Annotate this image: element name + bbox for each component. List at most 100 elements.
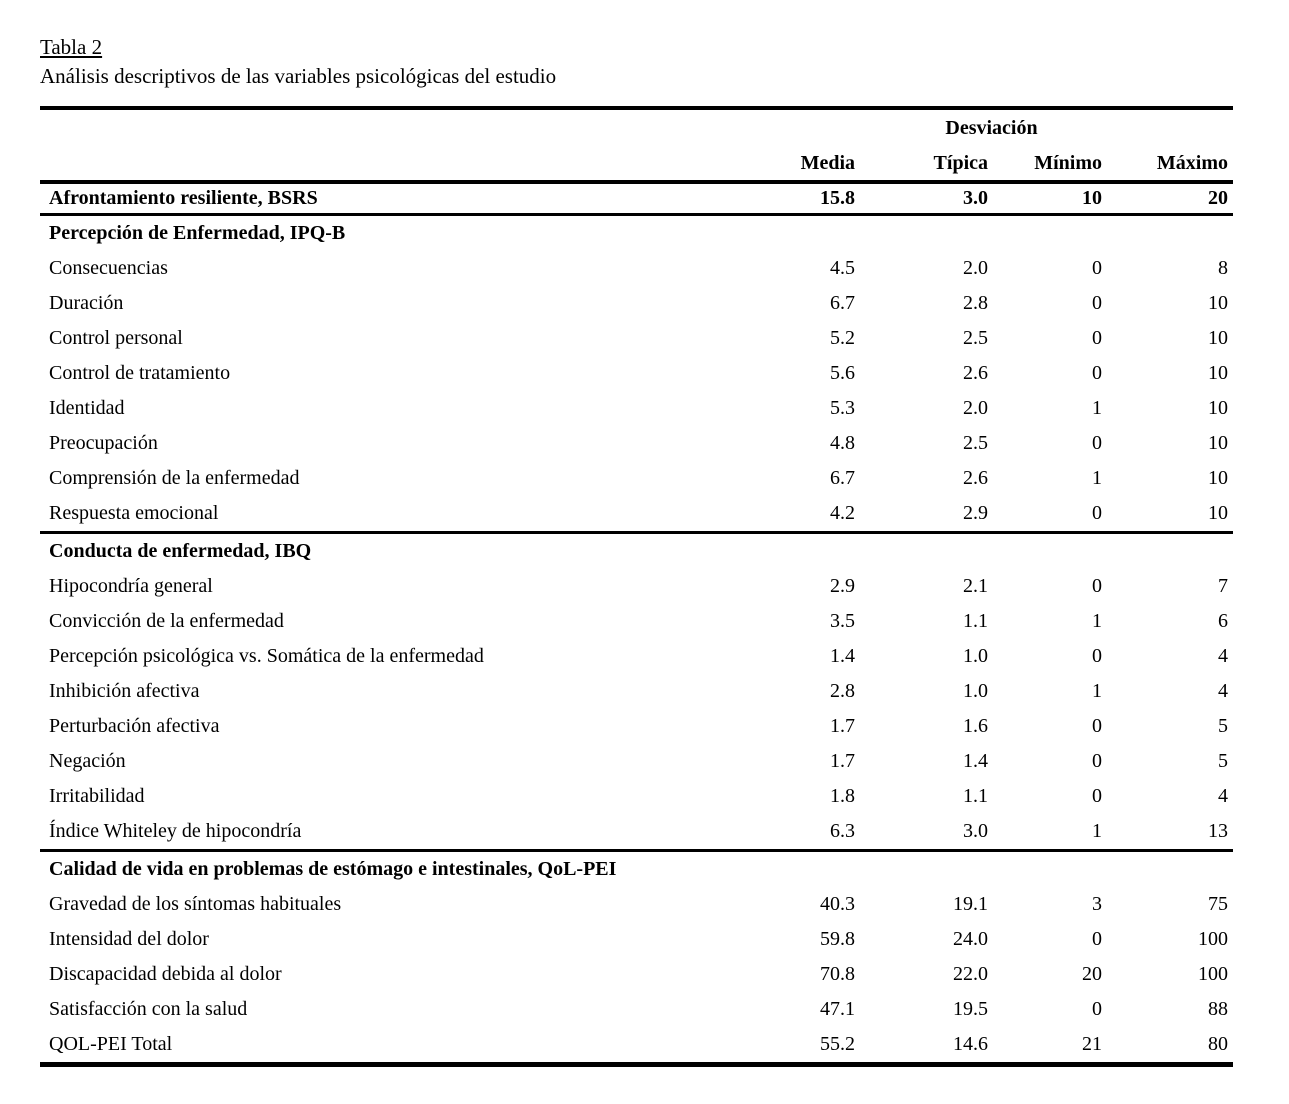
row-value-media: 70.8 [820, 963, 855, 985]
table-row: Perturbación afectiva 1.7 1.6 0 5 [40, 709, 1233, 744]
row-value-media: 4.8 [830, 432, 855, 454]
row-value-media: 1.4 [830, 645, 855, 667]
row-value-maximo: 10 [1208, 327, 1228, 349]
row-value-minimo: 0 [988, 496, 1102, 534]
row-value-maximo: 4 [1218, 785, 1228, 807]
table-row: Duración 6.7 2.8 0 10 [40, 286, 1233, 321]
table-row: Percepción psicológica vs. Somática de l… [40, 639, 1233, 674]
row-value-minimo: 0 [1092, 785, 1102, 807]
row-value-tipica [855, 533, 988, 570]
row-value-minimo: 1 [988, 814, 1102, 852]
row-value-minimo: 0 [1092, 715, 1102, 737]
row-value-media [755, 851, 855, 888]
table-row: Discapacidad debida al dolor 70.8 22.0 20 10… [40, 957, 1233, 992]
table-row: Negación 1.7 1.4 0 5 [40, 744, 1233, 779]
table-body: Afrontamiento resiliente, BSRS 15.8 3.0 10 2… [40, 182, 1233, 1065]
row-label: Comprensión de la enfermedad [49, 467, 300, 489]
row-value-maximo: 10 [1208, 292, 1228, 314]
table-row: Control personal 5.2 2.5 0 10 [40, 321, 1233, 356]
row-value-maximo: 13 [1102, 814, 1233, 852]
col-header-minimo: Mínimo [988, 146, 1102, 184]
row-value-media: 1.7 [830, 715, 855, 737]
row-value-media: 55.2 [820, 1033, 855, 1055]
row-value-tipica: 2.1 [963, 575, 988, 597]
row-value-minimo: 0 [1092, 292, 1102, 314]
row-value-media: 1.8 [830, 785, 855, 807]
row-value-minimo: 0 [1092, 998, 1102, 1020]
row-value-maximo: 10 [1208, 397, 1228, 419]
row-label: Control personal [49, 327, 183, 349]
row-label: Preocupación [49, 432, 158, 454]
row-value-maximo: 10 [1102, 496, 1233, 534]
row-label: Percepción de Enfermedad, IPQ-B [49, 222, 346, 244]
table-row: Intensidad del dolor 59.8 24.0 0 100 [40, 922, 1233, 957]
row-value-minimo: 0 [1092, 750, 1102, 772]
row-label: QOL-PEI Total [49, 1033, 173, 1055]
row-value-maximo: 5 [1218, 750, 1228, 772]
row-value-minimo: 1 [1092, 610, 1102, 632]
row-value-minimo: 1 [1092, 680, 1102, 702]
row-value-media: 15.8 [755, 182, 855, 216]
row-value-media: 4.5 [830, 257, 855, 279]
row-value-minimo: 20 [1082, 963, 1102, 985]
row-value-minimo [988, 215, 1102, 252]
row-value-tipica: 24.0 [953, 928, 988, 950]
col-header-maximo: Máximo [1102, 146, 1233, 184]
section-row: Calidad de vida en problemas de estómago… [40, 851, 1233, 888]
row-value-tipica: 2.6 [963, 362, 988, 384]
table-row: Respuesta emocional 4.2 2.9 0 10 [40, 496, 1233, 534]
row-value-media: 2.9 [830, 575, 855, 597]
table-row: Afrontamiento resiliente, BSRS 15.8 3.0 10 2… [40, 182, 1233, 216]
row-label: Convicción de la enfermedad [49, 610, 284, 632]
row-label: Satisfacción con la salud [49, 998, 248, 1020]
row-value-minimo: 0 [1092, 645, 1102, 667]
row-value-minimo: 0 [1092, 432, 1102, 454]
row-value-minimo: 0 [1092, 257, 1102, 279]
row-value-tipica: 1.6 [963, 715, 988, 737]
row-value-media: 40.3 [820, 893, 855, 915]
row-value-tipica: 2.6 [963, 467, 988, 489]
row-value-tipica: 2.9 [855, 496, 988, 534]
section-row: Conducta de enfermedad, IBQ [40, 533, 1233, 570]
row-value-maximo: 4 [1218, 645, 1228, 667]
section-row: Percepción de Enfermedad, IPQ-B [40, 215, 1233, 252]
row-value-tipica: 2.8 [963, 292, 988, 314]
row-value-media: 5.2 [830, 327, 855, 349]
row-value-maximo: 8 [1218, 257, 1228, 279]
col-group-header-label: Desviación [945, 116, 1038, 139]
row-value-tipica: 19.1 [953, 893, 988, 915]
row-value-maximo: 10 [1208, 362, 1228, 384]
table-row: Satisfacción con la salud 47.1 19.5 0 88 [40, 992, 1233, 1027]
row-value-maximo: 10 [1208, 467, 1228, 489]
row-value-maximo: 75 [1208, 893, 1228, 915]
row-value-media: 47.1 [820, 998, 855, 1020]
table-row: Consecuencias 4.5 2.0 0 8 [40, 251, 1233, 286]
row-value-minimo: 0 [1092, 928, 1102, 950]
row-value-media: 6.7 [830, 292, 855, 314]
table-row: QOL-PEI Total 55.2 14.6 21 80 [40, 1027, 1233, 1065]
row-value-maximo [1102, 533, 1233, 570]
row-label: Intensidad del dolor [49, 928, 209, 950]
table-row: Identidad 5.3 2.0 1 10 [40, 391, 1233, 426]
row-value-media [755, 215, 855, 252]
col-group-header-desviacion: Desviación [855, 108, 1037, 146]
row-value-maximo: 100 [1198, 928, 1228, 950]
table-row: Inhibición afectiva 2.8 1.0 1 4 [40, 674, 1233, 709]
row-value-tipica: 2.0 [963, 397, 988, 419]
row-value-maximo: 88 [1208, 998, 1228, 1020]
row-label: Duración [49, 292, 124, 314]
table-row: Comprensión de la enfermedad 6.7 2.6 1 10 [40, 461, 1233, 496]
row-value-tipica: 3.0 [855, 182, 988, 216]
col-header-tipica: Típica [855, 146, 988, 184]
table-number-label: Tabla 2 [40, 35, 103, 59]
row-label: Hipocondría general [49, 575, 213, 597]
empty-header-cell [1102, 108, 1233, 146]
row-value-media: 4.2 [755, 496, 855, 534]
row-label: Inhibición afectiva [49, 680, 200, 702]
table-row: Convicción de la enfermedad 3.5 1.1 1 6 [40, 604, 1233, 639]
table-row: Preocupación 4.8 2.5 0 10 [40, 426, 1233, 461]
row-value-tipica: 14.6 [953, 1033, 988, 1055]
row-label: Calidad de vida en problemas de estómago… [49, 858, 617, 880]
row-label: Negación [49, 750, 126, 772]
